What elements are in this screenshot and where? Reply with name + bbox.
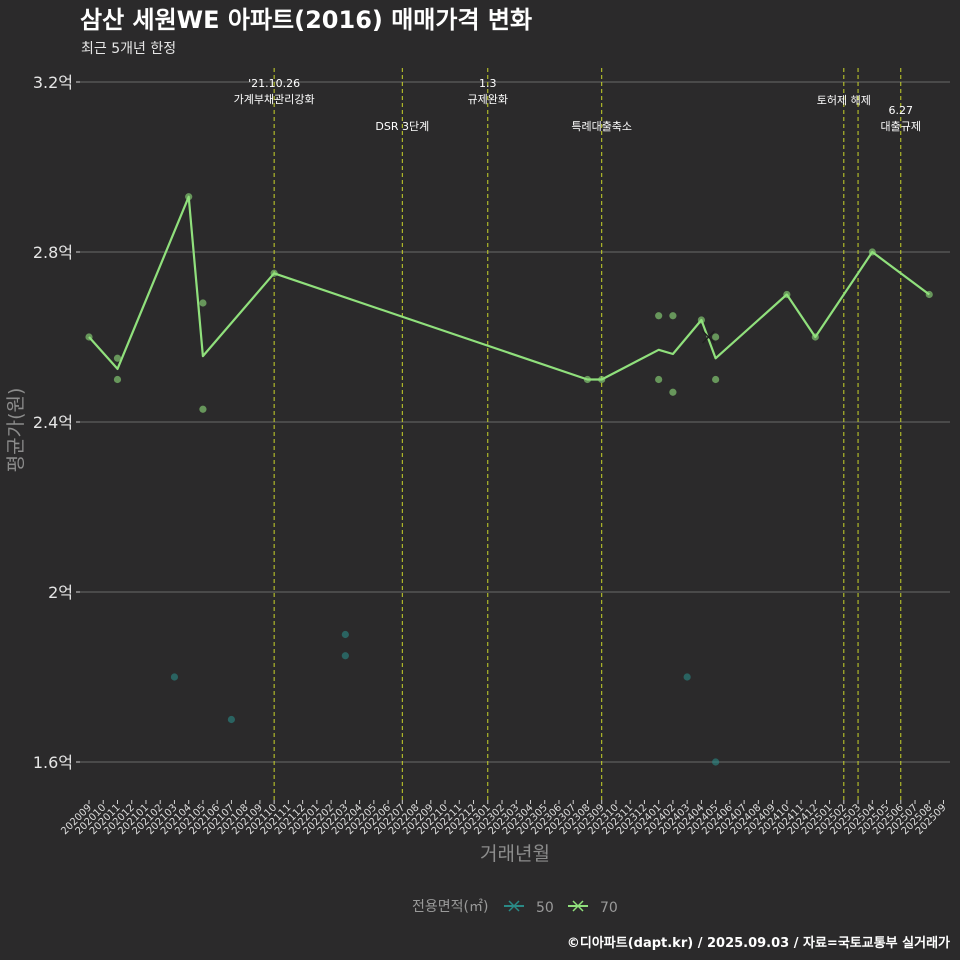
legend-label-70: 70 <box>600 900 618 916</box>
data-point-70 <box>199 405 207 413</box>
event-label: 6.27 <box>889 104 914 117</box>
y-tick-label: 2.8억 <box>33 243 73 262</box>
y-tick-labels: 1.6억 2억 2.4억 2.8억 3.2억 <box>33 73 73 772</box>
data-point-70 <box>925 290 933 299</box>
chart-caption: ©디아파트(dapt.kr) / 2025.09.03 / 자료=국토교통부 실… <box>567 935 950 951</box>
chart-subtitle: 최근 5개년 한정 <box>81 41 176 57</box>
legend-key-cross-70 <box>572 900 584 912</box>
y-axis-title: 평균가(원) <box>5 388 27 473</box>
event-label: 토허제 해제 <box>817 93 871 107</box>
cross-marker <box>702 330 716 344</box>
data-point-50 <box>341 630 349 639</box>
chart-title: 삼산 세원WE 아파트(2016) 매매가격 변화 <box>80 6 532 34</box>
data-point-70 <box>712 333 720 341</box>
x-axis-title: 거래년월 <box>480 843 550 865</box>
data-point-70 <box>655 312 663 320</box>
data-point-70 <box>598 375 606 384</box>
data-point-70 <box>185 193 193 201</box>
data-point-70 <box>583 375 592 384</box>
legend-title: 전용면적(㎡) <box>412 899 488 915</box>
y-tick-label: 3.2억 <box>33 73 73 92</box>
y-gridlines <box>76 81 950 763</box>
event-label: 가계부채관리강화 <box>234 93 315 106</box>
data-point-70 <box>113 375 122 384</box>
data-point-70 <box>85 333 93 341</box>
data-point-70 <box>811 333 819 341</box>
data-point-50 <box>170 673 179 681</box>
data-point-70 <box>655 375 663 384</box>
series-layer <box>85 193 933 766</box>
data-point-70 <box>697 316 705 324</box>
data-point-50 <box>341 652 349 660</box>
data-point-70 <box>669 312 677 320</box>
y-tick-label: 1.6억 <box>33 753 73 772</box>
series-line-70 <box>88 195 930 381</box>
event-label: 규제완화 <box>468 93 508 106</box>
legend-key-cross-50 <box>508 900 520 912</box>
data-point-70 <box>113 354 122 362</box>
event-label: 대출규제 <box>881 120 921 133</box>
data-point-50 <box>712 758 720 766</box>
data-point-70 <box>199 299 207 307</box>
legend: 전용면적(㎡) 50 70 <box>412 899 618 916</box>
x-tick-labels: 2020092020102020112020122021012021022021… <box>59 800 949 837</box>
data-point-70 <box>669 388 677 396</box>
data-point-50 <box>683 673 691 681</box>
event-label: '21.10.26 <box>248 77 300 90</box>
data-point-50 <box>227 715 236 724</box>
cross-marker-stroke <box>702 330 716 344</box>
legend-label-50: 50 <box>536 900 554 916</box>
y-tick-label: 2억 <box>48 583 73 602</box>
event-label: 특례대출축소 <box>571 120 632 133</box>
data-point-70 <box>783 290 791 299</box>
y-tick-label: 2.4억 <box>33 413 73 432</box>
event-label: DSR 3단계 <box>375 120 429 133</box>
data-point-70 <box>868 248 876 256</box>
data-point-70 <box>712 375 720 384</box>
event-label: 1.3 <box>479 77 497 90</box>
data-point-70 <box>270 269 278 277</box>
